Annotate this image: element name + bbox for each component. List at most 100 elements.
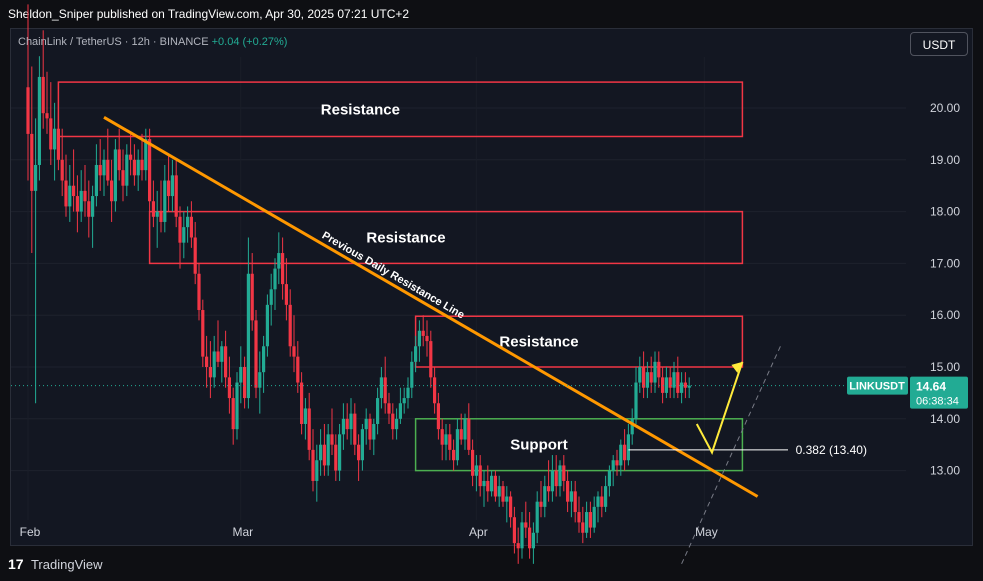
candle-body (642, 367, 646, 388)
candle (630, 408, 634, 445)
candle (262, 335, 266, 393)
candle-body (75, 196, 79, 212)
candle (687, 377, 691, 399)
candle-body (239, 367, 243, 383)
candle (509, 491, 513, 528)
candle (558, 460, 562, 497)
candle-body (687, 385, 691, 388)
candle-body (284, 284, 288, 305)
candle (638, 356, 642, 393)
candle (334, 434, 338, 481)
candle (182, 211, 186, 259)
candle (53, 102, 57, 181)
price-tick-label: 16.00 (930, 308, 960, 322)
candle-body (406, 387, 410, 399)
candle-body (649, 372, 653, 383)
ticker-tag (847, 376, 908, 395)
candle-body (588, 512, 592, 528)
candle-body (383, 377, 387, 404)
candle-body (486, 480, 490, 492)
candle (167, 154, 171, 212)
candle-body (296, 356, 300, 383)
candle-body (531, 532, 535, 549)
resistance-zone (148, 210, 744, 265)
footer-brand[interactable]: TradingView (30, 557, 103, 572)
candle (30, 66, 34, 254)
symbol-info[interactable]: ChainLink / TetherUS · 12h · BINANCE +0.… (18, 36, 287, 48)
currency-button[interactable]: USDT (910, 32, 968, 56)
resistance-zone (57, 81, 744, 138)
candle-body (49, 118, 53, 150)
candle (315, 444, 319, 502)
candle-body (300, 382, 304, 424)
price-tick-label: 15.00 (930, 360, 960, 374)
candle (364, 408, 368, 445)
candle-body (269, 289, 273, 305)
candle (554, 455, 558, 497)
candle-body (455, 429, 459, 461)
candle-body (281, 253, 285, 285)
chart-frame[interactable] (10, 28, 973, 546)
candle-body (98, 164, 102, 176)
candle-body (277, 253, 281, 269)
candle (72, 149, 76, 212)
time-tick-label: Mar (232, 525, 253, 539)
candle (235, 372, 239, 440)
candle-body (79, 190, 83, 212)
candle (429, 330, 433, 388)
candle (402, 387, 406, 414)
candle (193, 221, 197, 285)
candle (497, 475, 501, 507)
candle-body (315, 460, 319, 481)
candle-body (615, 460, 619, 466)
candle-body (353, 413, 357, 445)
candle-body (653, 361, 657, 383)
candle (505, 486, 509, 523)
candle-body (429, 341, 433, 378)
candle (360, 423, 364, 471)
candle-body (201, 310, 205, 357)
candle-body (246, 273, 250, 399)
candle (611, 455, 615, 487)
candle-body (26, 87, 30, 134)
candle (668, 367, 672, 399)
candle-body (189, 216, 193, 238)
symbol-name: ChainLink / TetherUS · 12h · BINANCE (18, 36, 209, 48)
candle-body (535, 501, 539, 533)
candle (436, 392, 440, 440)
candle-body (607, 470, 611, 487)
candle (45, 71, 49, 134)
candle (623, 429, 627, 471)
candle-body (395, 418, 399, 430)
candle (98, 139, 102, 191)
candle-body (585, 512, 589, 533)
tradingview-logo-icon[interactable]: 17 (8, 556, 24, 572)
candle-body (668, 377, 672, 388)
candle (455, 418, 459, 466)
candle-body (680, 382, 684, 393)
candle (596, 491, 600, 523)
candle (566, 470, 570, 513)
candle-body (626, 434, 630, 461)
candle-body (307, 408, 311, 450)
candle-body (129, 154, 133, 160)
price-tick-label: 18.00 (930, 205, 960, 219)
candle-body (550, 470, 554, 492)
candle-body (410, 361, 414, 388)
candle (440, 418, 444, 461)
candle-body (186, 216, 190, 228)
candle (676, 356, 680, 399)
candle-body (117, 149, 121, 171)
candle-body (303, 408, 307, 424)
candle-body (417, 330, 421, 347)
candle (471, 439, 475, 487)
candle-body (672, 372, 676, 388)
candle-body (83, 190, 87, 202)
projection-path (695, 361, 744, 455)
candle-body (547, 486, 551, 492)
candle-body (151, 201, 155, 217)
candles (26, 4, 691, 564)
candle (326, 423, 330, 476)
